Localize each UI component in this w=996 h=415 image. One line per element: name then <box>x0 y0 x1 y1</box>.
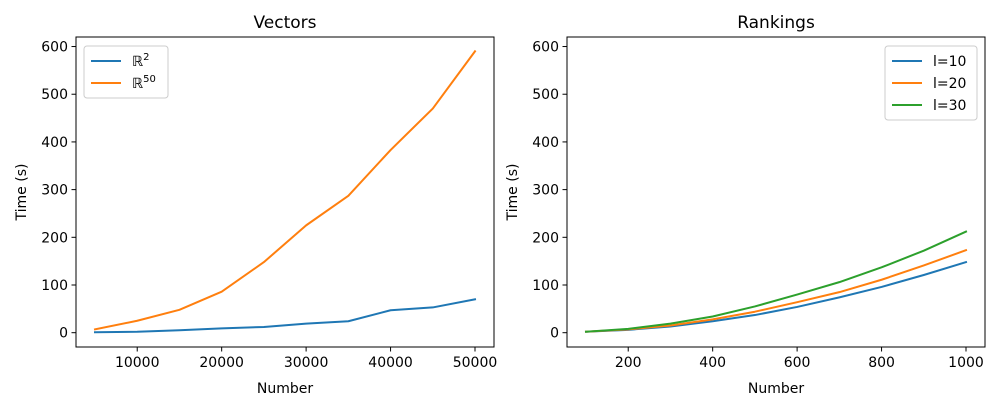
x-axis-title: Number <box>748 381 804 397</box>
legend: l=10 l=20 l=30 <box>884 45 978 121</box>
y-tick-label: 100 <box>532 278 559 294</box>
series-line <box>93 49 477 331</box>
x-tick-label: 400 <box>699 355 726 371</box>
y-tick-label: 0 <box>59 326 68 342</box>
legend-superscript: 50 <box>143 74 156 85</box>
legend-superscript: 2 <box>143 52 149 63</box>
x-tick-label: 40000 <box>368 355 413 371</box>
legend-label: l=10 <box>933 54 966 70</box>
chart-1: Rankings 200 400 600 800 1000 0 100 200 300 400 500… <box>505 13 986 397</box>
legend-label: l=30 <box>933 98 966 114</box>
x-tick-label: 200 <box>615 355 642 371</box>
y-tick-label: 400 <box>41 135 68 151</box>
chart-title: Vectors <box>253 13 316 33</box>
y-tick-label: 400 <box>532 135 559 151</box>
series-line <box>584 230 968 333</box>
chart-title: Rankings <box>737 13 815 33</box>
x-axis-title: Number <box>257 381 313 397</box>
x-tick-label: 800 <box>868 355 895 371</box>
chart-0: Vectors 10000 20000 30000 40000 50000 0 100 200 3… <box>14 13 497 397</box>
legend-box <box>884 45 978 121</box>
plot-frame <box>75 36 495 348</box>
x-tick-label: 30000 <box>284 355 329 371</box>
x-tick-label: 600 <box>784 355 811 371</box>
y-tick-label: 300 <box>41 183 68 199</box>
y-tick-label: 600 <box>532 40 559 56</box>
series-line <box>93 298 477 334</box>
legend-label: l=20 <box>933 76 966 92</box>
series-line <box>584 248 968 333</box>
x-tick-label: 20000 <box>199 355 244 371</box>
y-tick-label: 500 <box>41 87 68 103</box>
y-axis-title: Time (s) <box>505 164 521 222</box>
y-tick-label: 500 <box>532 87 559 103</box>
legend-box <box>83 45 169 99</box>
y-tick-label: 300 <box>532 183 559 199</box>
series-line <box>584 260 968 333</box>
y-axis-title: Time (s) <box>14 164 30 222</box>
x-tick-label: 50000 <box>453 355 498 371</box>
x-tick-label: 1000 <box>948 355 984 371</box>
y-tick-label: 100 <box>41 278 68 294</box>
y-tick-label: 200 <box>532 230 559 246</box>
y-tick-label: 600 <box>41 40 68 56</box>
y-tick-label: 200 <box>41 230 68 246</box>
plot-frame <box>566 36 986 348</box>
x-tick-label: 10000 <box>115 355 160 371</box>
y-tick-label: 0 <box>550 326 559 342</box>
